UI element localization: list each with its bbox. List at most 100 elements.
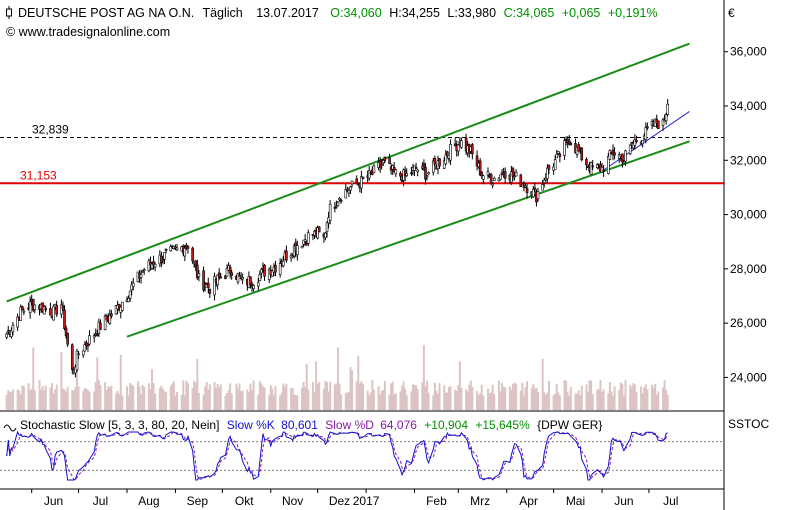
- volume-bar: [52, 393, 55, 410]
- volume-bar: [327, 391, 330, 410]
- volume-bar: [61, 388, 64, 410]
- volume-bar: [526, 381, 529, 410]
- volume-bar: [104, 382, 107, 410]
- volume-bar: [33, 390, 36, 410]
- volume-bar: [76, 355, 79, 410]
- security-name: DEUTSCHE POST AG NA O.N.: [18, 6, 194, 20]
- volume-bar: [176, 391, 179, 410]
- candle-body: [75, 350, 79, 371]
- volume-bar: [460, 387, 463, 410]
- candle-body: [360, 176, 363, 189]
- candle-body: [271, 270, 274, 277]
- candle-body: [544, 177, 548, 181]
- time-axis: Jun Jul Aug Sep Okt Nov Dez 2017 Feb Mrz Apr Mai Jun…: [31, 489, 678, 508]
- volume-bar: [566, 391, 569, 410]
- volume-bar: [115, 393, 118, 410]
- volume-bar: [301, 387, 304, 410]
- volume-bar: [86, 390, 89, 410]
- volume-bar: [466, 391, 469, 410]
- volume-bar: [63, 389, 66, 410]
- candle-body: [161, 259, 165, 262]
- volume-bar: [269, 385, 272, 410]
- volume-bar: [54, 389, 57, 410]
- volume-bar: [646, 389, 649, 410]
- volume-bar: [471, 386, 474, 410]
- volume-bar: [458, 361, 461, 410]
- volume-bar: [358, 383, 361, 410]
- volume-bar: [235, 383, 238, 410]
- candle-body: [11, 324, 15, 333]
- candle-body: [236, 273, 240, 283]
- volume-bar: [280, 392, 283, 410]
- volume-bar: [532, 384, 535, 410]
- volume-bar: [246, 389, 249, 410]
- volume-bar: [554, 393, 557, 410]
- candle-body: [424, 166, 427, 180]
- x-tick-label: Feb: [426, 494, 447, 508]
- volume-bar: [530, 388, 533, 410]
- x-tick-label: 2017: [353, 494, 380, 508]
- volume-bar: [629, 384, 632, 410]
- candle-body: [475, 155, 479, 167]
- candle-body: [130, 284, 133, 290]
- candle-body: [216, 274, 219, 286]
- candle-body: [306, 232, 310, 244]
- volume-bar: [204, 386, 207, 410]
- volume-bar: [455, 390, 458, 410]
- volume-bar: [436, 393, 439, 410]
- volume-bar: [294, 394, 297, 410]
- volume-bar: [216, 383, 219, 410]
- volume-bar: [347, 392, 350, 410]
- candle-body: [449, 144, 452, 161]
- volume-bar: [586, 391, 589, 410]
- candle-body: [63, 309, 66, 330]
- candle-body: [208, 288, 212, 294]
- candle-body: [350, 180, 354, 185]
- candle-body: [661, 119, 665, 126]
- volume-bar: [18, 390, 21, 410]
- volume-bar: [383, 380, 386, 410]
- volume-bar: [226, 393, 229, 410]
- volume-bar: [504, 387, 507, 410]
- volume-bar: [399, 391, 402, 410]
- volume-bar: [258, 380, 261, 410]
- candle-body: [197, 273, 201, 278]
- volume-bar: [121, 395, 124, 410]
- volume-bar: [119, 354, 122, 410]
- candle-body: [553, 159, 557, 170]
- volume-bar: [351, 369, 354, 410]
- candle-body: [542, 179, 546, 184]
- volume-bar: [293, 394, 296, 410]
- candle-body: [580, 147, 584, 161]
- close-value: C:34,065: [504, 6, 555, 20]
- candle-body: [613, 152, 616, 156]
- volume-bar: [454, 389, 457, 410]
- candle-body: [110, 313, 113, 317]
- candle-body: [249, 276, 252, 286]
- candle-body: [142, 269, 146, 271]
- volume-bar: [7, 390, 10, 410]
- candle-body: [416, 169, 419, 172]
- candle-body: [16, 316, 19, 328]
- volume-bar: [340, 394, 343, 410]
- x-tick-label: Apr: [519, 494, 538, 508]
- candle-body: [456, 144, 460, 152]
- volume-bar: [136, 381, 139, 410]
- volume-bar: [193, 380, 196, 410]
- volume-bar: [415, 385, 418, 410]
- volume-bar: [38, 380, 41, 410]
- candle-body: [55, 305, 58, 315]
- volume-bar: [468, 384, 471, 410]
- volume-bar: [576, 394, 579, 410]
- volume-bar: [140, 394, 143, 410]
- volume-bar: [326, 382, 329, 410]
- volume-bar: [65, 391, 68, 410]
- volume-bar: [476, 390, 479, 410]
- candle-body: [114, 305, 118, 315]
- volume-bars: [5, 344, 669, 410]
- volume-bar: [596, 389, 599, 410]
- candle-body: [602, 169, 605, 172]
- candle-body: [274, 264, 277, 273]
- candle-body: [524, 185, 527, 188]
- candle-body: [511, 168, 515, 177]
